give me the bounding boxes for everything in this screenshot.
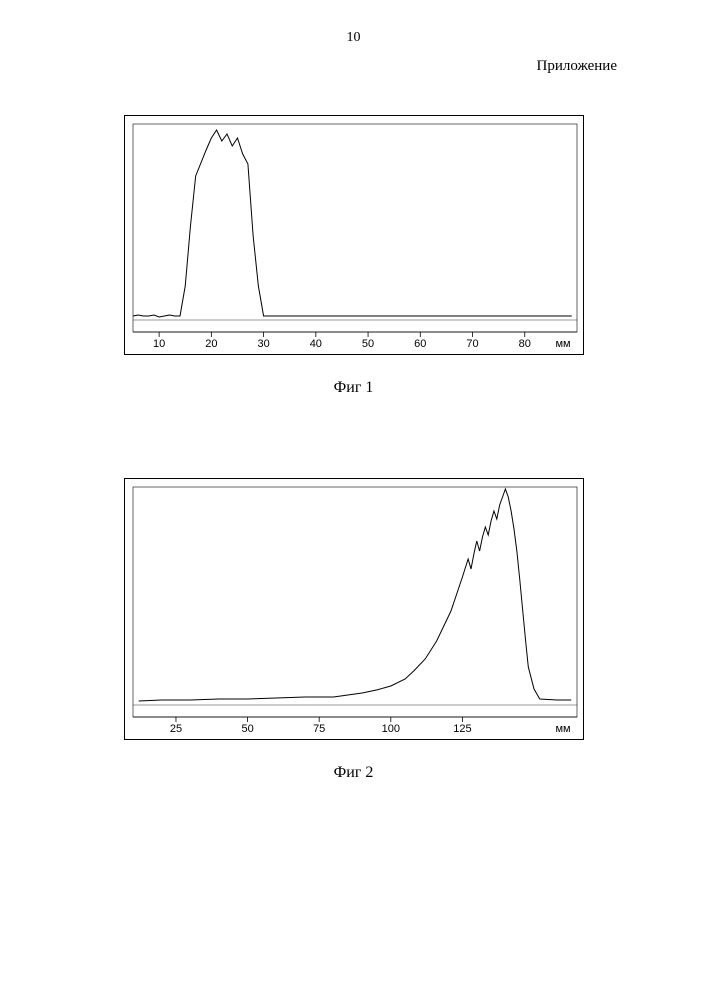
figure-2-caption: Фиг 2 (124, 764, 584, 782)
svg-text:60: 60 (414, 338, 426, 350)
chart-1-frame: 10 20 30 40 50 60 70 80 мм (124, 115, 584, 355)
svg-text:100: 100 (381, 723, 399, 735)
page-number: 10 (0, 30, 707, 46)
svg-text:40: 40 (309, 338, 321, 350)
figure-1-caption: Фиг 1 (124, 379, 584, 397)
appendix-label: Приложение (536, 58, 617, 75)
svg-text:70: 70 (466, 338, 478, 350)
figure-1: 10 20 30 40 50 60 70 80 мм Фиг 1 (124, 115, 584, 397)
chart-1-svg: 10 20 30 40 50 60 70 80 мм (125, 116, 585, 356)
svg-text:80: 80 (518, 338, 530, 350)
svg-text:75: 75 (313, 723, 325, 735)
svg-text:30: 30 (257, 338, 269, 350)
svg-text:мм: мм (555, 338, 570, 350)
figure-2: 25 50 75 100 125 мм Фиг 2 (124, 478, 584, 782)
svg-text:10: 10 (152, 338, 164, 350)
svg-text:50: 50 (361, 338, 373, 350)
svg-text:125: 125 (453, 723, 471, 735)
svg-text:25: 25 (169, 723, 181, 735)
svg-text:20: 20 (205, 338, 217, 350)
chart-2-frame: 25 50 75 100 125 мм (124, 478, 584, 740)
svg-text:мм: мм (555, 723, 570, 735)
svg-text:50: 50 (241, 723, 253, 735)
chart-2-svg: 25 50 75 100 125 мм (125, 479, 585, 741)
